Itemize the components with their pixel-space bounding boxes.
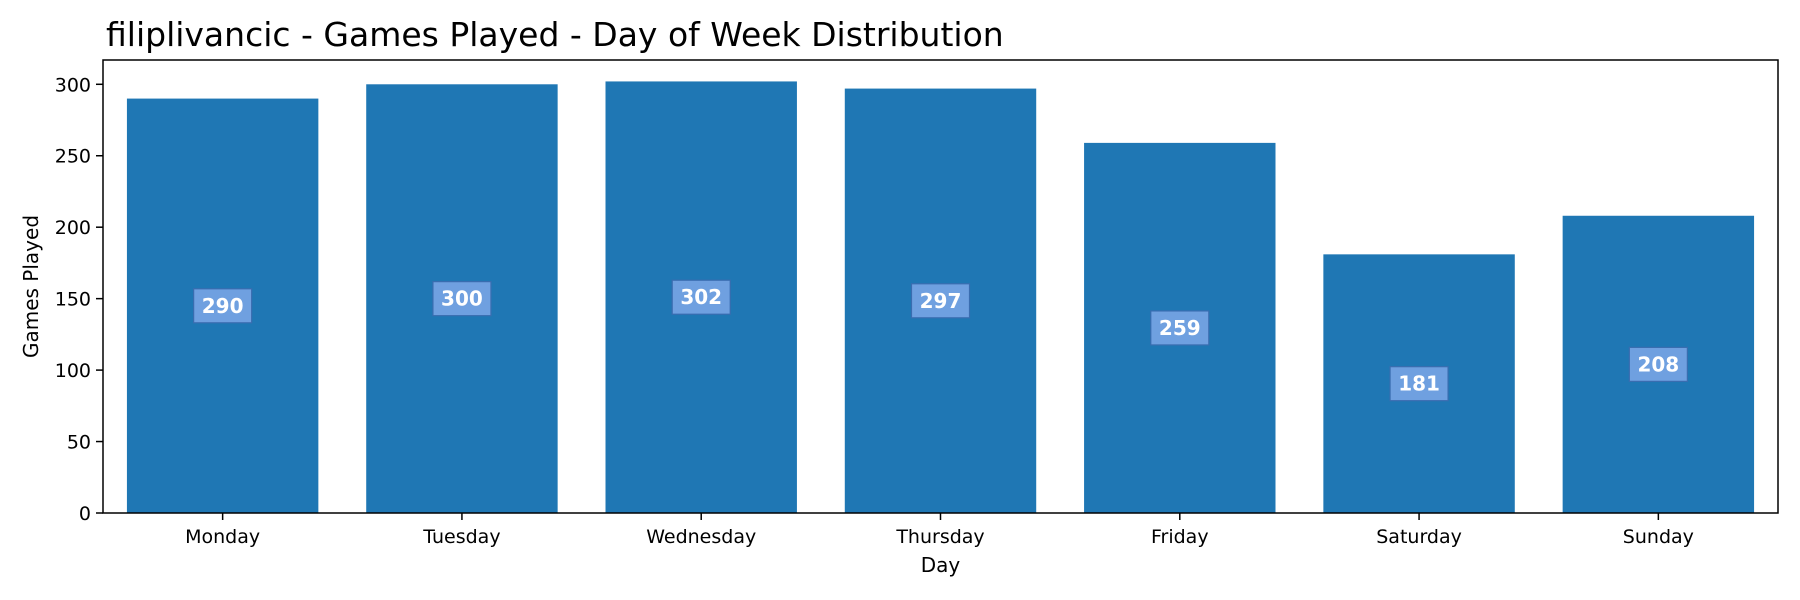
data-label-box — [193, 288, 253, 324]
x-axis-label: Day — [921, 553, 961, 577]
data-label: 297 — [920, 289, 962, 313]
x-tick-label: Monday — [185, 526, 260, 548]
chart-title: filiplivancic - Games Played - Day of We… — [106, 15, 1004, 54]
y-axis-label: Games Played — [19, 215, 43, 358]
plot-frame — [102, 59, 1779, 514]
data-label-box — [1389, 366, 1449, 402]
data-label: 259 — [1159, 316, 1201, 340]
y-tick-label: 250 — [55, 146, 91, 168]
data-label: 181 — [1398, 372, 1440, 396]
y-tick-label: 300 — [55, 74, 91, 96]
y-tick-label: 200 — [55, 217, 91, 239]
data-label-box — [1628, 346, 1688, 382]
x-axis: Monday Tuesday Wednesday Thursday Friday Satu… — [185, 513, 1694, 548]
y-tick-label: 100 — [55, 360, 91, 382]
data-label: 300 — [441, 287, 483, 311]
x-tick-label: Friday — [1151, 526, 1209, 548]
x-tick-label: Wednesday — [646, 526, 756, 548]
data-label-box — [910, 283, 971, 319]
data-label-box — [671, 279, 731, 315]
data-label: 208 — [1637, 352, 1679, 376]
data-label-box — [1150, 310, 1210, 346]
data-label: 302 — [680, 285, 722, 309]
y-tick-label: 0 — [79, 503, 91, 525]
data-labels-group: 290 300 302 297 259 181 208 — [193, 279, 1688, 402]
x-tick-label: Thursday — [895, 526, 984, 548]
data-label: 290 — [202, 294, 244, 318]
x-tick-label: Saturday — [1376, 526, 1462, 548]
y-axis: 0 50 100 150 200 250 300 — [55, 74, 103, 525]
x-tick-label: Sunday — [1623, 526, 1694, 548]
x-tick-label: Tuesday — [422, 526, 500, 548]
y-tick-label: 150 — [55, 289, 91, 311]
y-tick-label: 50 — [67, 432, 91, 454]
data-label-box — [432, 281, 492, 317]
